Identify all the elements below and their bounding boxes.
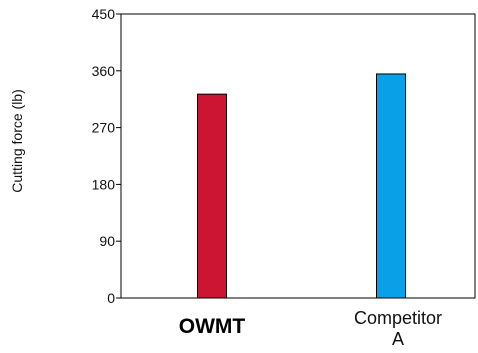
- y-tick-label: 270: [92, 120, 116, 136]
- y-tick-label: 180: [92, 176, 116, 192]
- bar-owmt: [197, 93, 227, 299]
- plot-frame: [120, 13, 476, 299]
- y-tick-label: 450: [92, 6, 116, 22]
- y-tick-label: 360: [92, 63, 116, 79]
- y-axis-label: Cutting force (lb): [9, 89, 25, 192]
- x-category-label: OWMT: [179, 315, 246, 338]
- x-category-label: Competitor: [354, 308, 442, 328]
- x-category-label: A: [392, 329, 404, 349]
- y-tick-label: 0: [107, 290, 115, 306]
- y-tick-label: 90: [99, 233, 115, 249]
- bar-competitor-a: [376, 73, 406, 299]
